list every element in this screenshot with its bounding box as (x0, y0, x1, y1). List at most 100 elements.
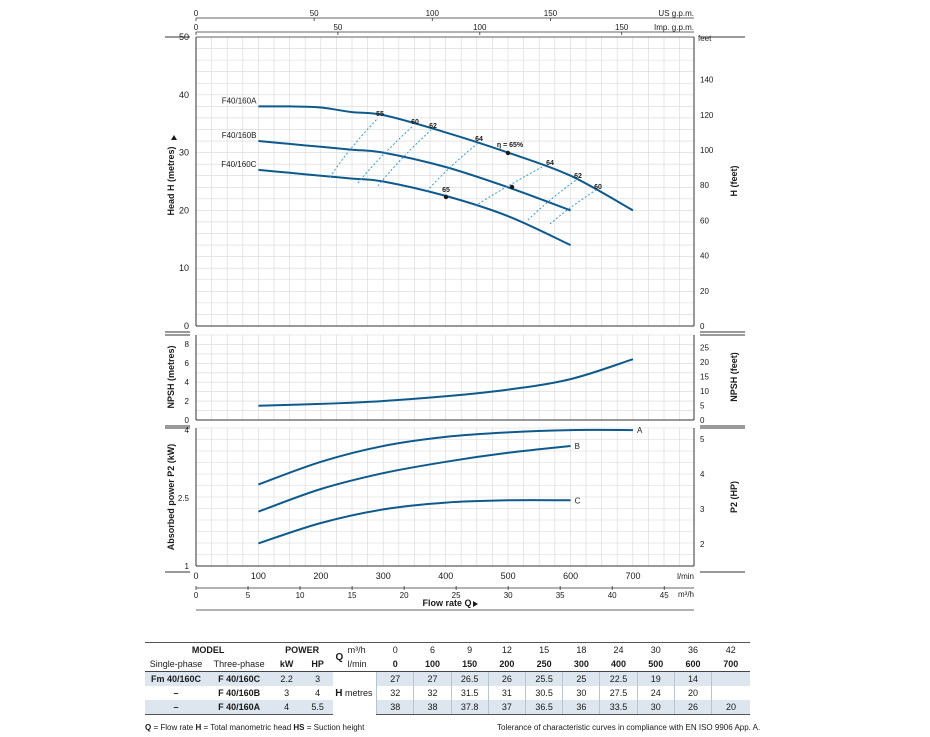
tick-label: 100 (700, 146, 714, 155)
kw-header: kW (279, 659, 294, 669)
single-phase-header: Single-phase (149, 659, 203, 669)
x-axis-title: Flow rate Q (422, 598, 471, 608)
tick-label: 20 (700, 287, 709, 296)
tick-label: 5 (246, 591, 251, 600)
power-hp: 3 (302, 671, 334, 686)
head-value: 27 (413, 671, 452, 686)
power-kw: 3 (284, 688, 290, 698)
head-value: 30 (562, 686, 600, 700)
head-curve-f40-160a (258, 105, 634, 212)
three-phase-model: F 40/160C (207, 671, 272, 686)
head-value: 38 (413, 700, 452, 715)
tick-label: 2 (185, 397, 190, 406)
tick-label: 0 (185, 416, 190, 425)
efficiency-line (357, 125, 414, 184)
tick-label: 4 (185, 426, 190, 435)
head-value: 25.5 (524, 671, 563, 686)
table-header-row-1: MODEL POWER Q m³/h 0 6 9 12 15 18 24 30 … (145, 642, 750, 672)
tick-label: 300 (376, 571, 391, 581)
tick-label: 35 (556, 591, 565, 600)
tick-label: 0 (193, 571, 198, 581)
efficiency-line (377, 129, 432, 187)
head-value: 36.5 (524, 700, 563, 715)
efficiency-line (549, 189, 597, 225)
h-letter: H (335, 687, 343, 699)
q-m3h-cell: 30 (637, 642, 675, 657)
q-lmin-cell: 100 (424, 659, 440, 669)
power-curve-b (258, 445, 571, 513)
tick-label: 50 (179, 32, 189, 42)
efficiency-point (505, 150, 511, 156)
q-m3h-cell: 9 (451, 642, 489, 657)
curve-label: F40/160A (222, 96, 257, 105)
q-lmin-cell: 300 (573, 659, 589, 669)
y-axis-title: NPSH (feet) (729, 352, 739, 402)
performance-table: MODEL POWER Q m³/h 0 6 9 12 15 18 24 30 … (145, 642, 750, 715)
efficiency-label: 62 (574, 173, 582, 180)
efficiency-point (509, 184, 515, 190)
lmin-unit: l/min (347, 659, 367, 669)
q-lmin-cell: 250 (536, 659, 552, 669)
efficiency-label: η = 65% (497, 142, 524, 149)
npsh-curve (258, 358, 634, 407)
power-kw: 2.2 (271, 671, 303, 686)
head-value: 30.5 (524, 686, 563, 700)
q-lmin-cell: 600 (685, 659, 701, 669)
tick-label: 140 (700, 76, 714, 85)
q-lmin-cell: 500 (648, 659, 664, 669)
tick-label: 2 (700, 540, 705, 549)
tick-label: 100 (426, 9, 440, 18)
head-value: 31.5 (450, 686, 489, 700)
tick-label: 600 (563, 571, 578, 581)
legend-key: Q (145, 723, 152, 732)
curve-label: F40/160C (221, 160, 256, 169)
curve-label: F40/160B (222, 131, 257, 140)
tick-label: 10 (179, 263, 189, 273)
power-hp: 5.5 (302, 700, 334, 715)
tick-label: 10 (296, 591, 305, 600)
head-value (711, 671, 750, 686)
tick-label: 8 (185, 340, 190, 349)
q-m3h-cell: 18 (562, 642, 600, 657)
legend-text: = Suction height (304, 723, 365, 732)
q-lmin-cell: 200 (499, 659, 515, 669)
tolerance-note: Tolerance of characteristic curves in co… (497, 723, 761, 732)
chart-frames (165, 17, 745, 611)
tick-label: 40 (179, 90, 189, 100)
axis-unit-label: m³/h (678, 590, 694, 599)
curve-label: A (637, 426, 643, 435)
head-value: 32 (413, 686, 452, 700)
axis-unit-label: US g.p.m. (658, 9, 694, 18)
power-kw: 4 (271, 700, 303, 715)
tick-label: 30 (179, 148, 189, 158)
head-value: 26 (487, 671, 526, 686)
y-axis-title: Head H (metres) (166, 146, 176, 215)
m3h-unit: m³/h (345, 642, 377, 657)
tick-label: 15 (348, 591, 357, 600)
q-m3h-cell: 24 (599, 642, 638, 657)
head-value: 38 (376, 700, 414, 715)
q-m3h-cell: 36 (674, 642, 712, 657)
three-phase-model: F 40/160A (207, 700, 272, 715)
y-axis-title: Absorbed power P2 (kW) (166, 444, 176, 551)
tick-label: 500 (501, 571, 516, 581)
head-value: 19 (636, 671, 675, 686)
q-lmin-cell: 0 (392, 659, 398, 669)
head-value: 31 (487, 686, 526, 700)
q-m3h-cell: 42 (711, 642, 750, 657)
efficiency-label: 60 (594, 184, 602, 191)
tick-label: 5 (700, 435, 705, 444)
legend-key: HS (293, 723, 305, 732)
tick-label: 15 (700, 373, 709, 382)
head-value: 36 (562, 700, 600, 715)
head-value: 20 (673, 686, 712, 700)
efficiency-label: 65 (442, 187, 450, 194)
tick-label: 40 (608, 591, 617, 600)
tick-label: 100 (251, 571, 266, 581)
tick-label: 5 (700, 402, 705, 411)
axis-unit-label: Imp. g.p.m. (654, 23, 694, 32)
head-value: 25 (562, 671, 600, 686)
y-axis-title: H (feet) (729, 165, 739, 196)
head-value: 27.5 (599, 686, 638, 700)
arrow-right-icon (473, 601, 478, 607)
